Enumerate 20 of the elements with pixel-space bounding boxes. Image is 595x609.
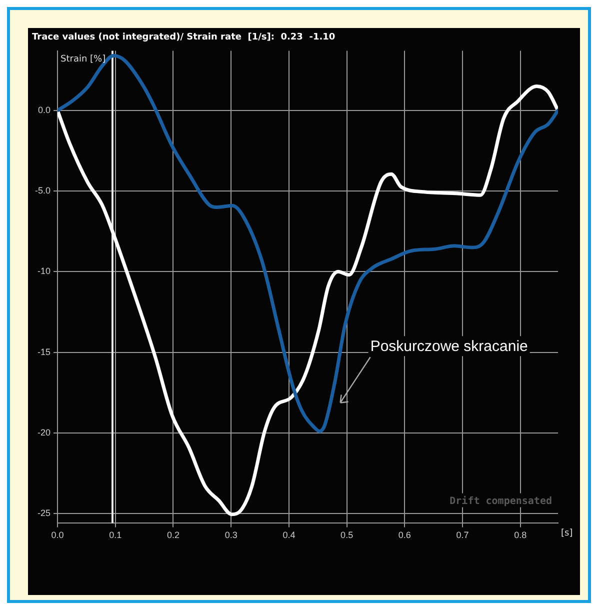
x-tick-label: 0.5 (340, 530, 354, 540)
x-tick-label: 0.3 (224, 530, 238, 540)
y-tick-label: -10 (37, 266, 51, 276)
annotation: Drift compensated (450, 494, 552, 507)
annotation: Poskurczowe skracanie (370, 338, 528, 355)
x-tick-label: 0.6 (398, 530, 411, 540)
y-tick-label: -5.0 (34, 186, 51, 196)
x-tick-label: 0.0 (51, 530, 64, 540)
x-tick-label: 0.2 (166, 530, 180, 540)
x-axis-title: [s] (561, 528, 573, 539)
x-tick-label: 0.7 (456, 530, 469, 540)
x-tick-label: 0.8 (514, 530, 527, 540)
chart-title: Trace values (not integrated)/ Strain rate [1/s]: 0.23 -1.10 (32, 32, 336, 43)
y-tick-label: 0.0 (38, 104, 51, 115)
x-tick-label: 0.4 (282, 530, 296, 540)
y-axis-title: Strain [%] (60, 54, 106, 65)
y-tick-label: -20 (37, 427, 51, 438)
y-tick-label: -25 (37, 508, 51, 518)
x-tick-label: 0.1 (109, 530, 122, 540)
y-tick-label: -15 (37, 346, 51, 357)
